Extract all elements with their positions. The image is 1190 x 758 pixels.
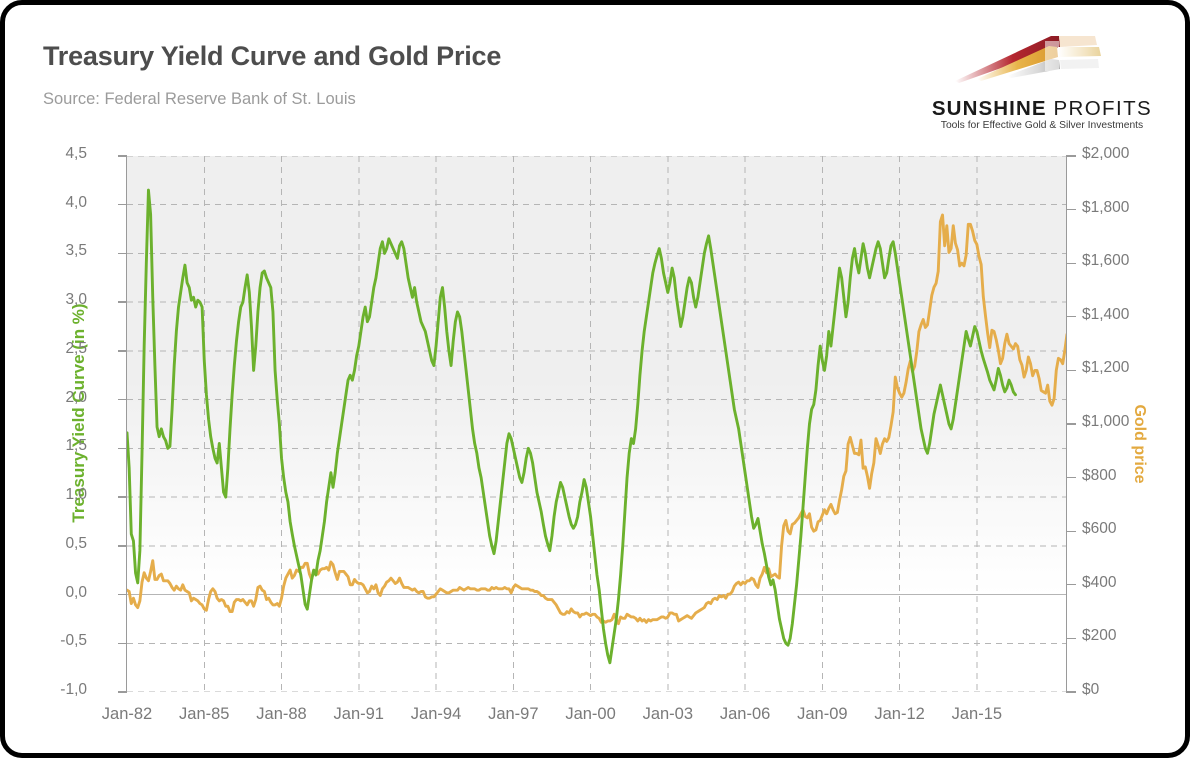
y-axis-right-line bbox=[1066, 155, 1068, 693]
y-axis-left-tick-label: 4,0 bbox=[65, 193, 87, 211]
y-axis-left-tick-label: 3,0 bbox=[65, 291, 87, 309]
y-axis-left-tick bbox=[118, 691, 127, 693]
x-axis-tick-label: Jan-00 bbox=[565, 705, 616, 723]
x-axis-tick-label: Jan-12 bbox=[874, 705, 925, 723]
y-axis-left-tick bbox=[118, 252, 127, 255]
y-axis-right-tick-label: $1,600 bbox=[1082, 252, 1130, 270]
y-axis-right-tick bbox=[1067, 476, 1076, 479]
y-axis-right-tick-label: $2,000 bbox=[1082, 145, 1130, 162]
x-axis-tick-label: Jan-85 bbox=[179, 705, 230, 723]
logo-name-light: PROFITS bbox=[1053, 97, 1153, 120]
y-axis-left-tick bbox=[118, 301, 127, 303]
y-axis-right-tick-label: $600 bbox=[1082, 520, 1117, 538]
logo-tagline: Tools for Effective Gold & Silver Invest… bbox=[940, 120, 1144, 131]
sunshine-profits-logo: SUNSHINE PROFITS Tools for Effective Gol… bbox=[919, 23, 1165, 133]
y-axis-right-tick-label: $1,000 bbox=[1082, 413, 1130, 430]
logo-wordmark: SUNSHINE PROFITS bbox=[919, 97, 1165, 121]
logo-name-bold: SUNSHINE bbox=[931, 97, 1047, 120]
x-axis-tick-label: Jan-06 bbox=[719, 705, 771, 723]
y-axis-right-tick bbox=[1067, 369, 1076, 372]
y-axis-right-tick-label: $0 bbox=[1082, 681, 1100, 698]
y-axis-left-tick bbox=[118, 496, 127, 498]
plot-background bbox=[127, 156, 1067, 692]
y-axis-right-tick bbox=[1067, 691, 1076, 693]
y-axis-right-tick bbox=[1067, 262, 1076, 264]
y-axis-right-tick bbox=[1067, 316, 1076, 318]
y-axis-right-tick bbox=[1067, 584, 1076, 586]
y-axis-right-tick-label: $400 bbox=[1082, 573, 1117, 591]
y-axis-left-tick-label: 0,5 bbox=[65, 534, 87, 552]
x-axis-tick-label: Jan-03 bbox=[642, 705, 694, 723]
y-axis-left-tick-label: -0,5 bbox=[60, 632, 87, 650]
page-title: Treasury Yield Curve and Gold Price bbox=[43, 41, 502, 71]
y-axis-right-tick-label: $1,400 bbox=[1082, 305, 1130, 323]
y-axis-left-tick-label: 0,0 bbox=[65, 583, 87, 601]
y-axis-right-tick-label: $1,200 bbox=[1082, 359, 1130, 377]
chart-source-note: Source: Federal Reserve Bank of St. Loui… bbox=[43, 90, 356, 108]
y-axis-left-tick bbox=[118, 447, 127, 450]
y-axis-left-tick-label: 1,5 bbox=[65, 437, 87, 455]
y-axis-left-tick bbox=[118, 398, 127, 401]
plot-area bbox=[127, 156, 1067, 692]
y-axis-right-tick-label: $800 bbox=[1082, 466, 1117, 484]
y-axis-right-tick bbox=[1067, 155, 1076, 157]
x-axis-tick-label: Jan-91 bbox=[333, 705, 384, 723]
y-axis-left-tick-label: 4,5 bbox=[65, 145, 87, 162]
x-axis-tick-label: Jan-82 bbox=[101, 705, 153, 723]
y-axis-left-tick bbox=[118, 155, 127, 157]
y-axis-left-tick-label: -1,0 bbox=[60, 681, 87, 698]
y-axis-left-tick bbox=[118, 350, 127, 352]
y-axis-left-tick bbox=[118, 204, 127, 206]
x-axis-tick-label: Jan-88 bbox=[256, 705, 307, 723]
y-axis-left-line bbox=[126, 155, 128, 693]
y-axis-left-tick bbox=[118, 545, 127, 547]
y-axis-left-tick bbox=[118, 642, 127, 644]
series-line-treasury-yield-curve bbox=[127, 188, 1017, 665]
y-axis-left-tick-label: 2,0 bbox=[65, 388, 87, 406]
logo-mark-icon bbox=[955, 36, 1101, 83]
y-axis-left-tick-label: 3,5 bbox=[65, 242, 87, 260]
x-axis-tick-label: Jan-09 bbox=[797, 705, 848, 723]
y-axis-left-tick bbox=[118, 593, 127, 596]
x-axis-tick-label: Jan-94 bbox=[410, 705, 462, 723]
y-axis-right-tick-label: $1,800 bbox=[1082, 198, 1130, 216]
y-axis-left-tick-label: 1,0 bbox=[65, 486, 87, 504]
y-axis-right-tick bbox=[1067, 530, 1076, 532]
y-axis-right-tick bbox=[1067, 637, 1076, 640]
y-axis-right-tick bbox=[1067, 423, 1076, 425]
chart-canvas bbox=[127, 156, 1067, 692]
y-axis-right-tick bbox=[1067, 208, 1076, 211]
y-axis-left-tick-label: 2,5 bbox=[65, 339, 87, 357]
y-axis-right-title: Gold price bbox=[1131, 404, 1148, 484]
x-axis-tick-label: Jan-97 bbox=[488, 705, 539, 723]
y-axis-right-tick-label: $200 bbox=[1082, 627, 1117, 645]
x-axis-tick-label: Jan-15 bbox=[951, 705, 1003, 723]
